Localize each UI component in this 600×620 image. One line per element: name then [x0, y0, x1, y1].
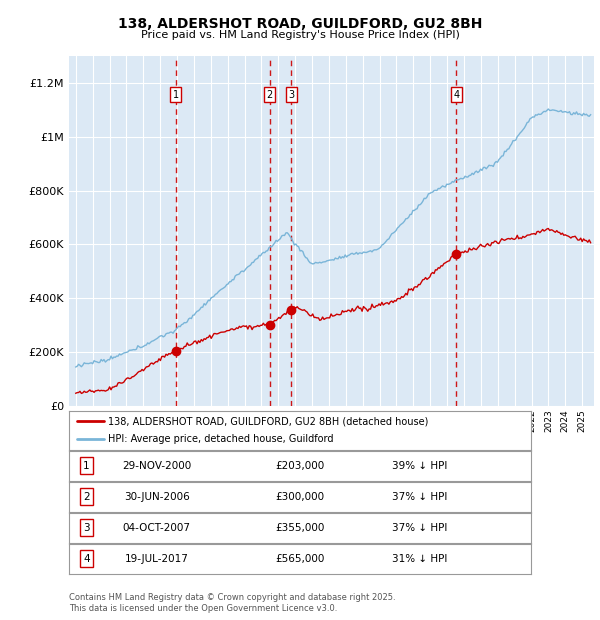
Text: 39% ↓ HPI: 39% ↓ HPI	[392, 461, 448, 471]
Text: 19-JUL-2017: 19-JUL-2017	[125, 554, 189, 564]
Text: 2: 2	[266, 90, 273, 100]
Text: 138, ALDERSHOT ROAD, GUILDFORD, GU2 8BH (detached house): 138, ALDERSHOT ROAD, GUILDFORD, GU2 8BH …	[108, 417, 428, 427]
Text: 138, ALDERSHOT ROAD, GUILDFORD, GU2 8BH: 138, ALDERSHOT ROAD, GUILDFORD, GU2 8BH	[118, 17, 482, 32]
Text: 37% ↓ HPI: 37% ↓ HPI	[392, 523, 448, 533]
Text: 4: 4	[454, 90, 460, 100]
Text: 31% ↓ HPI: 31% ↓ HPI	[392, 554, 448, 564]
Text: 2: 2	[83, 492, 90, 502]
Text: 1: 1	[83, 461, 90, 471]
Text: 04-OCT-2007: 04-OCT-2007	[123, 523, 191, 533]
Text: 1: 1	[172, 90, 179, 100]
Text: £203,000: £203,000	[275, 461, 325, 471]
Text: 4: 4	[83, 554, 90, 564]
Text: 30-JUN-2006: 30-JUN-2006	[124, 492, 190, 502]
Text: 29-NOV-2000: 29-NOV-2000	[122, 461, 191, 471]
Text: 37% ↓ HPI: 37% ↓ HPI	[392, 492, 448, 502]
Text: HPI: Average price, detached house, Guildford: HPI: Average price, detached house, Guil…	[108, 434, 334, 444]
Text: £300,000: £300,000	[275, 492, 325, 502]
Text: 3: 3	[288, 90, 294, 100]
Text: Contains HM Land Registry data © Crown copyright and database right 2025.
This d: Contains HM Land Registry data © Crown c…	[69, 593, 395, 613]
Text: £565,000: £565,000	[275, 554, 325, 564]
Text: Price paid vs. HM Land Registry's House Price Index (HPI): Price paid vs. HM Land Registry's House …	[140, 30, 460, 40]
Text: 3: 3	[83, 523, 90, 533]
Text: £355,000: £355,000	[275, 523, 325, 533]
